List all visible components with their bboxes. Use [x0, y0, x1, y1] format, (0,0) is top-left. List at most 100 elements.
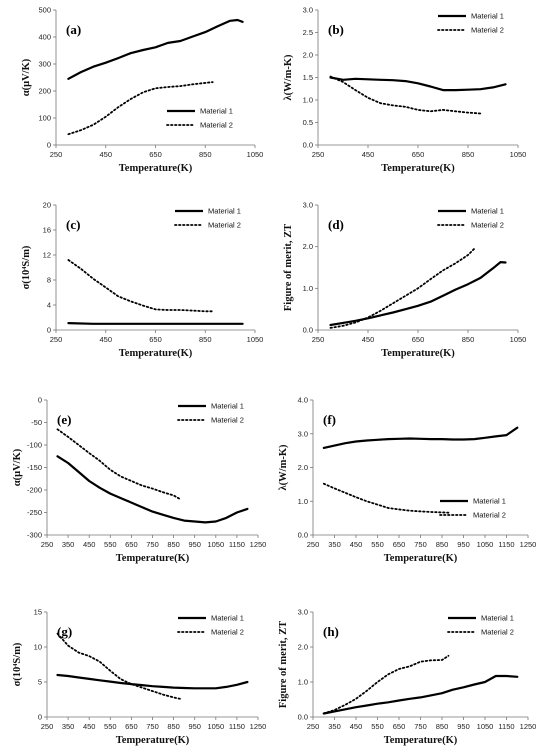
chart-panel-2: 0.0 0.5 1.0 1.5 2.0 2.5 3.0 250 450 650 850 1050 Tem… [283, 6, 526, 175]
x-tick-label: 450 [350, 722, 363, 731]
x-tick-label: 650 [393, 722, 406, 731]
series-line-material-1 [56, 673, 249, 690]
x-tick-label: 350 [328, 540, 341, 549]
legend-label: Material 2 [471, 26, 504, 35]
x-tick-label: 750 [414, 540, 427, 549]
x-tick-label: 650 [125, 722, 138, 731]
y-tick-label: 4.0 [298, 396, 308, 405]
series-line-material-1 [67, 18, 244, 80]
series-line-material-1 [322, 426, 519, 449]
x-tick-label: 850 [462, 150, 475, 159]
legend-label: Material 1 [211, 614, 244, 623]
legend-label: Material 1 [471, 12, 504, 21]
x-tick-label: 750 [146, 540, 159, 549]
y-tick-label: 5 [38, 678, 42, 687]
y-tick-label: -200 [27, 486, 42, 495]
x-tick-label: 950 [457, 722, 470, 731]
x-tick-label: 450 [83, 540, 96, 549]
y-axis-title: α(μV/K) [12, 448, 23, 486]
x-tick-label: 750 [146, 722, 159, 731]
y-axis-title: σ(10⁴S/m) [21, 245, 32, 289]
y-tick-label: 0.0 [298, 531, 308, 540]
y-tick-label: 1.0 [303, 96, 313, 105]
x-tick-label: 250 [41, 722, 54, 731]
legend-label: Material 2 [481, 628, 514, 637]
x-tick-label: 250 [50, 150, 63, 159]
y-tick-label: 0 [38, 713, 42, 722]
x-tick-label: 1050 [510, 335, 527, 344]
legend-label: Material 2 [211, 416, 244, 425]
x-tick-label: 350 [328, 722, 341, 731]
y-tick-label: 10 [34, 643, 42, 652]
x-tick-label: 450 [362, 150, 375, 159]
legend: Material 1 Material 2 [447, 614, 514, 637]
legend: Material 1 Material 2 [177, 402, 244, 425]
y-tick-label: -100 [27, 441, 42, 450]
legend-label: Material 2 [200, 121, 233, 130]
y-axis-title: λ(W/m-K) [278, 444, 289, 490]
y-tick-label: 0.0 [303, 141, 313, 150]
x-tick-label: 450 [99, 335, 112, 344]
chart-panel-3: 0 4 8 12 16 20 250 450 650 850 1050 Temperature(K) σ… [21, 201, 263, 360]
y-tick-label: 2.0 [303, 242, 313, 251]
y-tick-label: -150 [27, 463, 42, 472]
y-tick-label: 500 [38, 6, 51, 15]
x-tick-label: 250 [312, 150, 325, 159]
y-tick-label: -250 [27, 508, 42, 517]
x-tick-label: 1150 [498, 540, 514, 549]
legend-label: Material 2 [471, 221, 504, 230]
y-tick-label: 12 [43, 251, 51, 260]
legend-label: Material 2 [473, 511, 506, 520]
x-axis-title: Temperature(K) [381, 163, 455, 174]
y-tick-label: 16 [43, 226, 51, 235]
x-tick-label: 850 [167, 722, 180, 731]
x-axis-title: Temperature(K) [116, 553, 190, 564]
x-tick-label: 1050 [510, 150, 527, 159]
y-tick-label: 1.0 [303, 284, 313, 293]
x-tick-label: 250 [312, 335, 325, 344]
series-line-material-2 [67, 259, 214, 313]
panel-label: (h) [323, 624, 339, 639]
y-tick-label: 2.0 [303, 51, 313, 60]
chart-panel-4: 0.0 1.0 2.0 3.0 250 450 650 850 1050 Temperature(… [283, 201, 526, 360]
x-tick-label: 850 [436, 722, 449, 731]
x-tick-label: 1050 [477, 722, 494, 731]
x-tick-label: 1250 [250, 722, 267, 731]
series-line-material-2 [56, 632, 181, 700]
y-tick-label: 3.0 [303, 6, 313, 15]
y-tick-label: 1.0 [298, 497, 308, 506]
x-tick-label: 850 [167, 540, 180, 549]
y-axis-title: Figure of merit, ZT [283, 224, 294, 311]
series-line-material-1 [329, 76, 507, 92]
x-tick-label: 1050 [207, 722, 224, 731]
y-tick-label: 200 [38, 87, 51, 96]
y-tick-label: 100 [38, 114, 51, 123]
legend: Material 1 Material 2 [437, 12, 504, 35]
x-tick-label: 450 [350, 540, 363, 549]
y-tick-label: 1.0 [298, 678, 308, 687]
x-tick-label: 450 [99, 150, 112, 159]
x-axis-title: Temperature(K) [384, 553, 458, 564]
y-tick-label: 4 [47, 301, 51, 310]
x-tick-label: 850 [436, 540, 449, 549]
series-line-material-2 [329, 75, 482, 115]
chart-panel-7: 0 5 10 15 250 350 450 550 650 750 850 950 1050 1150 12… [12, 608, 266, 746]
x-tick-label: 350 [62, 540, 75, 549]
series-line-material-2 [322, 482, 450, 514]
series-line-material-1 [329, 261, 507, 327]
y-tick-label: 15 [34, 608, 42, 617]
y-tick-label: 2.0 [298, 463, 308, 472]
x-tick-label: 650 [149, 150, 162, 159]
panel-label: (e) [57, 412, 71, 427]
y-tick-label: 0.0 [303, 326, 313, 335]
chart-panel-8: 0.0 1.0 2.0 3.0 250 350 450 550 650 750 850 950 1050… [278, 608, 536, 746]
y-tick-label: 2.0 [298, 643, 308, 652]
x-tick-label: 1150 [229, 722, 245, 731]
x-tick-label: 550 [104, 540, 117, 549]
x-tick-label: 1050 [247, 335, 264, 344]
y-tick-label: -50 [31, 418, 42, 427]
y-tick-label: 0 [47, 141, 51, 150]
y-tick-label: 8 [47, 276, 51, 285]
x-tick-label: 650 [393, 540, 406, 549]
x-tick-label: 850 [462, 335, 475, 344]
